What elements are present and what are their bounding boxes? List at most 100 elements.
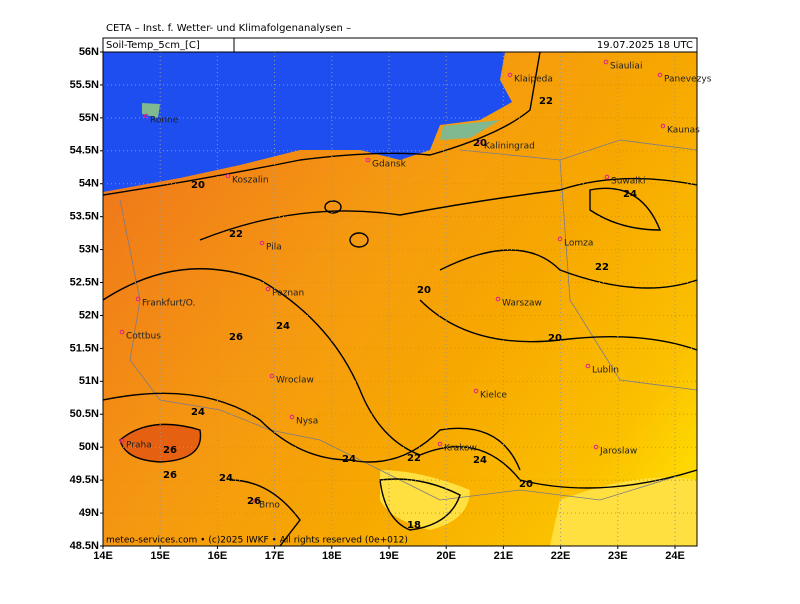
lat-label: 53.5N <box>70 211 99 223</box>
city-label: Lublin <box>592 366 619 376</box>
lat-label: 55N <box>79 112 99 124</box>
contour-label: 22 <box>539 96 553 107</box>
contour <box>103 392 521 471</box>
city-marker <box>252 498 258 504</box>
contour-label: 20 <box>548 333 562 344</box>
lat-label: 52N <box>79 309 99 321</box>
city-label: Praha <box>126 441 152 451</box>
city-marker <box>365 157 371 163</box>
lat-label: 51.5N <box>70 342 99 354</box>
contour-label: 22 <box>595 262 609 273</box>
map-area <box>103 52 697 546</box>
lat-label: 53N <box>79 244 99 256</box>
city-label: Wroclaw <box>276 376 314 386</box>
contour-label: 26 <box>229 332 243 343</box>
contour-label: 18 <box>407 520 421 531</box>
city-label: Jaroslaw <box>599 447 637 457</box>
lon-label: 14E <box>93 550 113 562</box>
contour-label: 24 <box>473 455 487 466</box>
city-label: Poznan <box>272 289 304 299</box>
city-marker <box>437 441 443 447</box>
city-label: Suwalki <box>611 177 646 187</box>
contour-label: 20 <box>519 479 533 490</box>
city-marker <box>660 123 666 129</box>
lat-label: 49N <box>79 507 99 519</box>
city-marker <box>473 388 479 394</box>
lat-label: 50N <box>79 441 99 453</box>
lon-label: 23E <box>608 550 628 562</box>
city-marker <box>225 173 231 179</box>
city-marker <box>259 240 265 246</box>
contour-label: 24 <box>342 454 356 465</box>
city-marker <box>135 296 141 302</box>
lat-label: 51N <box>79 375 99 387</box>
contour-label: 26 <box>247 496 261 507</box>
sea <box>103 52 512 192</box>
variable-label: Soil-Temp_5cm_[C] <box>106 40 200 51</box>
city-label: Panevezys <box>664 75 712 85</box>
city-marker <box>143 113 149 119</box>
city-marker <box>603 59 609 65</box>
lon-label: 15E <box>150 550 170 562</box>
contour <box>199 177 697 241</box>
city-marker <box>289 414 295 420</box>
contour-label: 22 <box>229 229 243 240</box>
footer: meteo-services.com • (c)2025 IWKF • All … <box>106 536 408 546</box>
contour <box>324 187 662 248</box>
city-label: Koszalin <box>232 176 269 186</box>
city-marker <box>477 139 483 145</box>
contour-label: 24 <box>219 473 233 484</box>
city-label: Warszaw <box>502 299 542 309</box>
contour <box>103 52 541 196</box>
city-label: Pila <box>266 243 282 253</box>
contour-label: 24 <box>191 407 205 418</box>
contour-label: 26 <box>163 470 177 481</box>
lat-label: 54N <box>79 178 99 190</box>
lon-label: 16E <box>208 550 228 562</box>
city-label: Lomza <box>564 239 593 249</box>
city-label: Siauliai <box>610 62 642 72</box>
city-label: Krakow <box>444 444 477 454</box>
contour <box>103 268 697 489</box>
city-label: Kielce <box>480 391 507 401</box>
city-marker <box>119 438 125 444</box>
graticule <box>103 52 697 546</box>
contour-label: 22 <box>407 453 421 464</box>
city-marker <box>269 373 275 379</box>
city-marker <box>265 286 271 292</box>
contour-label: 24 <box>623 189 637 200</box>
contour-label: 20 <box>191 180 205 191</box>
contour-label: 20 <box>417 285 431 296</box>
city-marker <box>585 363 591 369</box>
contour-label: 24 <box>276 321 290 332</box>
lat-label: 54.5N <box>70 145 99 157</box>
city-marker <box>507 72 513 78</box>
lon-label: 18E <box>322 550 342 562</box>
lat-label: 55.5N <box>70 79 99 91</box>
city-label: Gdansk <box>372 160 407 170</box>
lon-label: 17E <box>265 550 285 562</box>
lon-label: 24E <box>665 550 685 562</box>
lon-label: 22E <box>551 550 571 562</box>
warm-area <box>120 424 201 462</box>
map-frame <box>102 51 698 547</box>
city-marker <box>119 329 125 335</box>
city-label: Kaliningrad <box>484 142 535 152</box>
city-label: Klaipeda <box>514 75 553 85</box>
city-marker <box>657 72 663 78</box>
lat-label: 48.5N <box>70 540 99 552</box>
valid-time: 19.07.2025 18 UTC <box>597 40 693 51</box>
city-marker <box>604 174 610 180</box>
contour-label: 20 <box>473 138 487 149</box>
city-marker <box>593 444 599 450</box>
lat-label: 50.5N <box>70 408 99 420</box>
lat-label: 49.5N <box>70 474 99 486</box>
lon-label: 20E <box>436 550 456 562</box>
borders <box>119 139 697 501</box>
city-marker <box>495 296 501 302</box>
city-label: Cottbus <box>126 332 161 342</box>
lon-label: 19E <box>379 550 399 562</box>
city-label: Brno <box>259 501 280 511</box>
lat-label: 52.5N <box>70 276 99 288</box>
